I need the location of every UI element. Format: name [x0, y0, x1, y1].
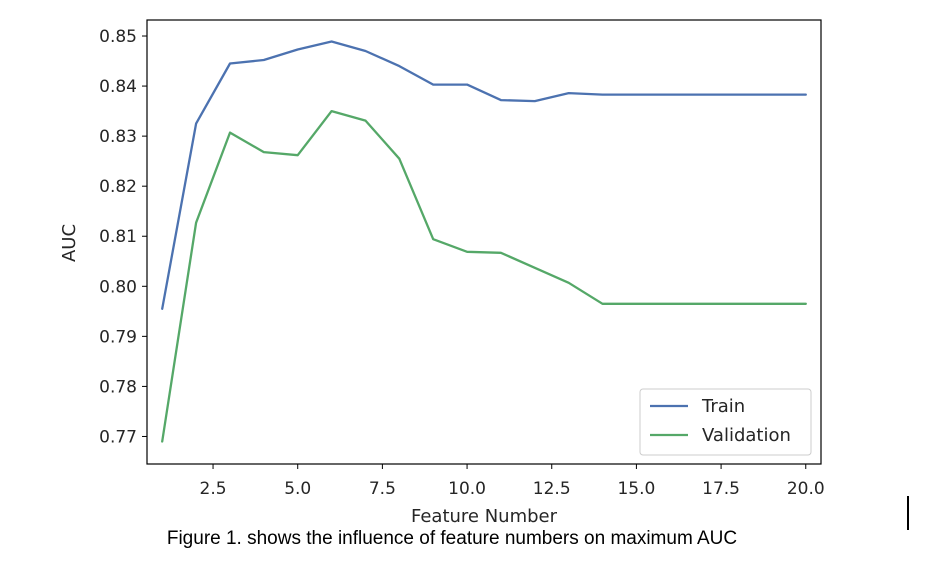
x-tick-label: 17.5	[702, 479, 740, 499]
series-lines	[161, 40, 807, 443]
x-tick-label: 12.5	[533, 479, 571, 499]
y-tick-label: 0.81	[99, 227, 137, 247]
x-tick-label: 5.0	[284, 479, 311, 499]
y-tick-label: 0.83	[99, 127, 137, 147]
text-cursor	[907, 496, 909, 530]
y-tick-label: 0.78	[99, 377, 137, 397]
figure-caption: Figure 1. shows the influence of feature…	[166, 528, 738, 549]
y-tick-label: 0.85	[99, 27, 137, 47]
x-tick-label: 15.0	[617, 479, 655, 499]
plot-area	[146, 19, 822, 465]
y-axis-ticks: 0.77 0.78 0.79 0.80 0.81 0.82 0.83 0.84 0.85	[99, 27, 147, 447]
series-line-train	[161, 40, 807, 310]
y-tick-label: 0.77	[99, 427, 137, 447]
y-tick-label: 0.84	[99, 77, 137, 97]
legend: Train Validation	[639, 388, 812, 456]
x-tick-label: 20.0	[787, 479, 825, 499]
x-tick-label: 2.5	[200, 479, 227, 499]
y-tick-label: 0.79	[99, 327, 137, 347]
y-tick-label: 0.82	[99, 177, 137, 197]
series-line-validation	[161, 109, 807, 443]
legend-label-train: Train	[701, 396, 745, 417]
plot-frame	[146, 19, 822, 465]
legend-label-validation: Validation	[702, 425, 791, 446]
y-tick-label: 0.80	[99, 277, 137, 297]
y-axis-title: AUC	[59, 224, 80, 262]
x-tick-label: 10.0	[448, 479, 486, 499]
x-tick-label: 7.5	[369, 479, 396, 499]
chart: 2.5 5.0 7.5 10.0 12.5 15.0 17.5 20.0 0.770.780.…	[59, 19, 825, 527]
x-axis-ticks: 2.5 5.0 7.5 10.0 12.5 15.0 17.5 20.0	[200, 464, 825, 499]
x-axis-title: Feature Number	[411, 506, 558, 527]
